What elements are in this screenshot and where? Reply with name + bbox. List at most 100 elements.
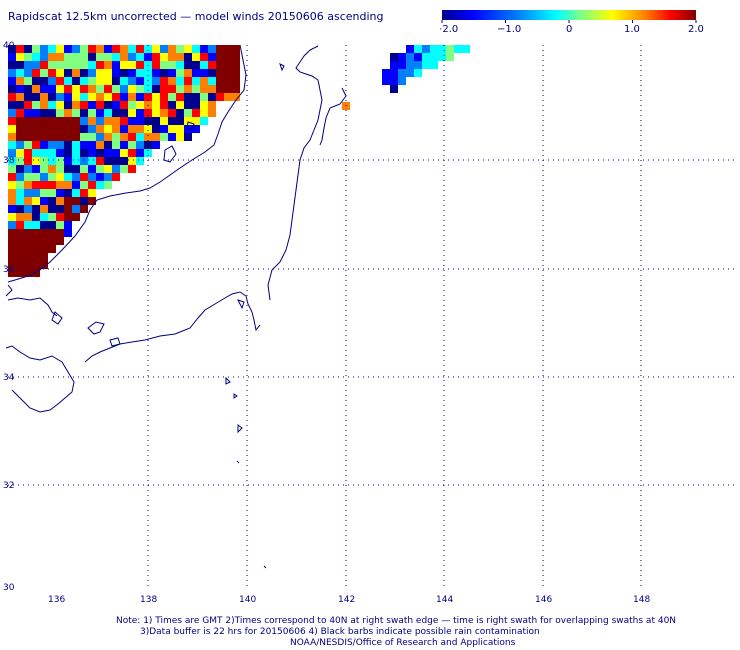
wind-cell xyxy=(16,109,24,117)
wind-cell xyxy=(16,181,24,189)
wind-cell xyxy=(88,141,96,149)
wind-cell xyxy=(216,77,224,85)
wind-cell xyxy=(72,45,80,53)
wind-cell xyxy=(32,229,40,237)
wind-cell xyxy=(232,69,240,77)
wind-cell xyxy=(136,141,144,149)
wind-cell xyxy=(88,117,96,125)
wind-cell xyxy=(72,173,80,181)
wind-cell xyxy=(136,69,144,77)
wind-cell xyxy=(24,77,32,85)
wind-cell xyxy=(208,77,216,85)
wind-cell xyxy=(168,93,176,101)
wind-cell xyxy=(48,77,56,85)
wind-cell xyxy=(422,53,430,61)
wind-cell xyxy=(390,77,398,85)
wind-cell xyxy=(136,101,144,109)
wind-cell xyxy=(8,189,16,197)
wind-cell xyxy=(24,117,32,125)
wind-cell xyxy=(80,157,88,165)
wind-cell xyxy=(24,53,32,61)
wind-cell xyxy=(446,45,454,53)
wind-cell xyxy=(8,93,16,101)
wind-cell xyxy=(8,253,16,261)
wind-cell xyxy=(128,85,136,93)
wind-cell xyxy=(32,85,40,93)
wind-cell xyxy=(8,269,16,277)
wind-cell xyxy=(192,125,200,133)
wind-cell xyxy=(422,45,430,53)
wind-cell xyxy=(176,53,184,61)
note-line-1: Note: 1) Times are GMT 2)Times correspon… xyxy=(116,616,677,626)
wind-cell xyxy=(40,109,48,117)
wind-cell xyxy=(462,45,470,53)
wind-cell xyxy=(430,61,438,69)
wind-cell xyxy=(168,117,176,125)
wind-cell xyxy=(176,133,184,141)
wind-cell xyxy=(104,101,112,109)
wind-cell xyxy=(48,69,56,77)
wind-cell xyxy=(40,125,48,133)
wind-cell xyxy=(32,165,40,173)
wind-cell xyxy=(96,45,104,53)
wind-cell xyxy=(32,237,40,245)
wind-cell xyxy=(88,133,96,141)
wind-cell xyxy=(56,149,64,157)
wind-cell xyxy=(136,133,144,141)
wind-cell xyxy=(64,61,72,69)
wind-cell xyxy=(224,85,232,93)
wind-cell xyxy=(56,45,64,53)
wind-cell xyxy=(16,205,24,213)
wind-cell xyxy=(128,61,136,69)
wind-cell xyxy=(72,53,80,61)
wind-cell xyxy=(200,45,208,53)
wind-cell xyxy=(192,101,200,109)
wind-cell xyxy=(72,101,80,109)
wind-cell xyxy=(176,101,184,109)
wind-cell xyxy=(216,85,224,93)
wind-cell xyxy=(224,69,232,77)
wind-cell xyxy=(144,93,152,101)
colorbar-gradient xyxy=(442,10,696,20)
wind-cell xyxy=(72,117,80,125)
wind-cell xyxy=(224,53,232,61)
wind-cell xyxy=(96,141,104,149)
wind-cell xyxy=(96,109,104,117)
wind-cell xyxy=(64,133,72,141)
wind-cell xyxy=(216,53,224,61)
wind-cell xyxy=(80,101,88,109)
wind-cell xyxy=(88,189,96,197)
wind-cell xyxy=(16,61,24,69)
wind-cell xyxy=(80,125,88,133)
wind-cell xyxy=(168,45,176,53)
wind-cell xyxy=(160,101,168,109)
wind-cell xyxy=(24,45,32,53)
wind-cell xyxy=(136,93,144,101)
wind-cell xyxy=(200,109,208,117)
wind-cell xyxy=(144,69,152,77)
wind-cell xyxy=(104,77,112,85)
wind-cell xyxy=(128,109,136,117)
wind-cell xyxy=(168,101,176,109)
wind-cell xyxy=(406,61,414,69)
wind-cell xyxy=(48,53,56,61)
wind-cell xyxy=(64,125,72,133)
wind-cell xyxy=(160,69,168,77)
wind-cell xyxy=(96,125,104,133)
wind-cell xyxy=(56,173,64,181)
wind-cell xyxy=(160,77,168,85)
wind-cell xyxy=(32,53,40,61)
wind-cell xyxy=(32,173,40,181)
wind-cell xyxy=(40,141,48,149)
wind-cell xyxy=(224,61,232,69)
wind-cell xyxy=(430,45,438,53)
wind-cell xyxy=(32,61,40,69)
wind-cell xyxy=(48,133,56,141)
wind-cell xyxy=(144,85,152,93)
wind-cell xyxy=(48,61,56,69)
wind-cell xyxy=(192,93,200,101)
wind-cell xyxy=(16,157,24,165)
wind-cell xyxy=(32,157,40,165)
wind-cell xyxy=(32,197,40,205)
note-line-2: 3)Data buffer is 22 hrs for 20150606 4) … xyxy=(140,627,540,637)
